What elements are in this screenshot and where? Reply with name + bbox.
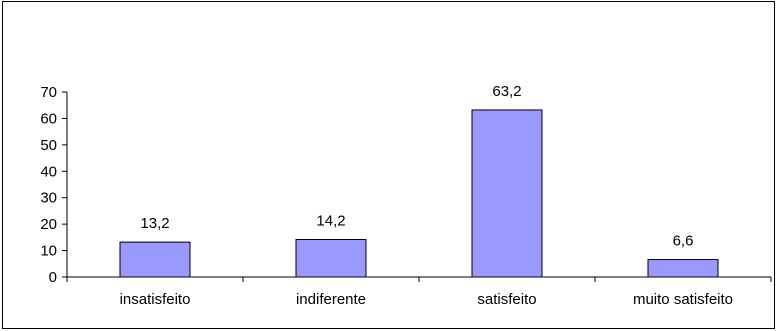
- bars-group: [119, 109, 719, 278]
- data-label: 63,2: [492, 83, 521, 100]
- y-tick-label: 70: [40, 84, 57, 101]
- x-category-label: muito satisfeito: [633, 291, 733, 308]
- x-category-label: insatisfeito: [120, 291, 191, 308]
- y-tick-label: 10: [40, 243, 57, 260]
- bar-indiferente: [295, 238, 367, 278]
- x-axis: [66, 276, 772, 282]
- x-category-label: satisfeito: [477, 291, 536, 308]
- y-tick-label: 60: [40, 110, 57, 127]
- bar-insatisfeito: [119, 241, 191, 278]
- y-axis: 0 10 20 30 40 50 60 70: [40, 84, 68, 286]
- y-tick-label: 20: [40, 216, 57, 233]
- y-tick-label: 0: [49, 269, 57, 286]
- y-tick-label: 30: [40, 190, 57, 207]
- data-label: 6,6: [673, 233, 694, 250]
- data-label: 13,2: [140, 215, 169, 232]
- data-label: 14,2: [316, 212, 345, 229]
- data-labels-group: 13,2 14,2 63,2 6,6: [140, 83, 693, 250]
- y-tick-label: 40: [40, 163, 57, 180]
- y-tick-label: 50: [40, 137, 57, 154]
- x-category-label: indiferente: [296, 291, 366, 308]
- bar-muito-satisfeito: [647, 259, 719, 278]
- bar-satisfeito: [471, 109, 543, 278]
- category-labels-group: insatisfeito indiferente satisfeito muito s…: [120, 291, 733, 308]
